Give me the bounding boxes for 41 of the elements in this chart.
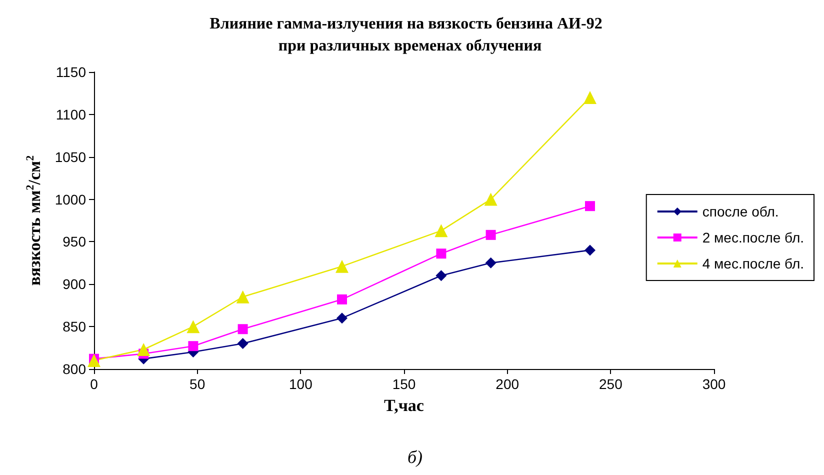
y-tick-label: 850 xyxy=(62,318,86,335)
point xyxy=(238,324,248,334)
x-tick-label: 100 xyxy=(288,376,313,392)
x-tick-label: 50 xyxy=(190,376,206,392)
point xyxy=(484,192,498,206)
y-tick-label: 1150 xyxy=(56,64,86,80)
point xyxy=(486,230,496,240)
text: б) xyxy=(407,447,423,467)
point xyxy=(584,244,596,256)
y-tick-label: 1100 xyxy=(56,106,86,122)
legend-label: спосле обл. xyxy=(702,204,779,220)
y-tick-label: 950 xyxy=(62,234,86,250)
y-axis-title: вязкость мм2/см2 xyxy=(24,154,44,286)
point xyxy=(434,224,448,238)
point xyxy=(585,201,595,212)
point xyxy=(436,248,446,259)
point xyxy=(436,270,447,282)
x-tick-label: 250 xyxy=(598,376,623,392)
point xyxy=(88,354,100,368)
y-tick-label: 800 xyxy=(62,361,86,377)
legend-label: 2 мес.после бл. xyxy=(702,230,804,246)
x-tick-label: 300 xyxy=(702,376,726,392)
point xyxy=(188,341,198,352)
chart-title: Влияние гамма-излучения на вязкость бензина АИ-92 при различных временах облучения xyxy=(210,16,610,54)
point xyxy=(584,90,596,104)
point xyxy=(336,312,348,324)
point xyxy=(137,342,150,356)
point xyxy=(237,338,248,350)
point xyxy=(236,290,250,304)
x-tick-label: 150 xyxy=(392,376,416,392)
x-tick-label: 200 xyxy=(496,376,520,392)
x-tick-label: 0 xyxy=(90,376,98,392)
y-tick-label: 1050 xyxy=(54,148,86,165)
point xyxy=(336,260,348,273)
x-axis-title: T,час xyxy=(384,396,424,415)
point xyxy=(186,320,200,334)
y-tick-label: 1000 xyxy=(54,191,86,208)
legend-label: 4 мес.после бл. xyxy=(702,256,804,272)
y-tick-label: 900 xyxy=(62,276,86,292)
point xyxy=(485,257,496,268)
point xyxy=(337,294,347,304)
